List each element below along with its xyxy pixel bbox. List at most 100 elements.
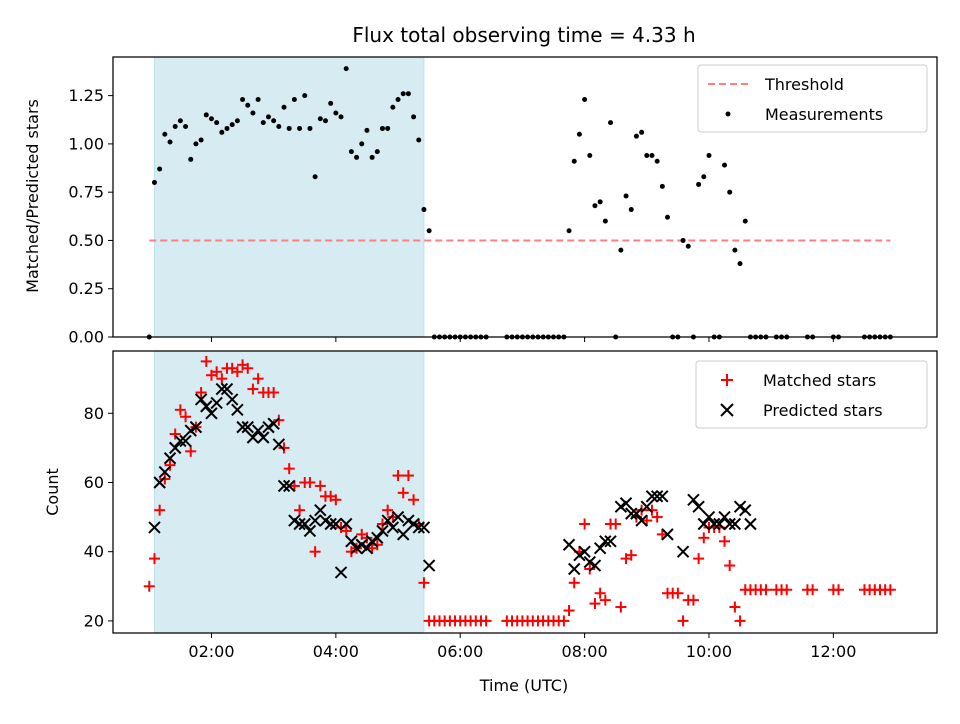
- measurement-point: [271, 118, 277, 124]
- bottom-x-tick-label: 06:00: [437, 642, 483, 661]
- bottom-y-ticks: 20 40 60 80: [84, 404, 113, 630]
- predicted-star-marker: [640, 500, 653, 513]
- predicted-star-marker: [334, 566, 348, 579]
- matched-star-marker: [641, 515, 653, 527]
- matched-star-marker: [558, 615, 570, 627]
- predicted-star-marker: [194, 393, 208, 406]
- matched-star-marker: [719, 535, 731, 547]
- predicted-star-marker: [707, 517, 721, 531]
- predicted-star-marker: [324, 517, 337, 531]
- measurement-point: [665, 214, 671, 220]
- measurement-point: [219, 129, 225, 135]
- bottom-y-tick-label: 40: [84, 542, 104, 561]
- bottom-axes-frame: [112, 350, 938, 634]
- predicted-star-marker: [619, 497, 633, 510]
- matched-star-marker: [408, 494, 420, 506]
- measurement-point: [307, 125, 313, 131]
- measurement-point: [240, 96, 246, 102]
- predicted-star-marker: [397, 528, 410, 541]
- measurement-point: [685, 243, 691, 249]
- predicted-star-marker: [739, 503, 752, 517]
- bottom-x-tick-label: 10:00: [686, 642, 732, 661]
- measurement-point: [400, 91, 406, 97]
- top-y-tick-label: 0.25: [68, 279, 104, 298]
- matched-star-marker: [568, 577, 580, 589]
- legend-predicted-swatch: [720, 403, 734, 417]
- predicted-star-marker: [340, 517, 353, 531]
- predicted-star-marker: [220, 382, 234, 396]
- predicted-star-marker: [236, 420, 249, 434]
- matched-star-marker: [169, 428, 181, 440]
- measurement-point: [390, 104, 396, 110]
- top-y-ticks: 0.00 0.25 0.50 0.75 1.00 1.25: [68, 86, 113, 347]
- matched-star-marker: [729, 601, 741, 613]
- measurement-point: [649, 152, 655, 158]
- measurement-point: [276, 124, 282, 130]
- bottom-x-tick-label: 12:00: [810, 642, 856, 661]
- bottom-y-tick-label: 20: [84, 611, 104, 630]
- matched-star-marker: [340, 525, 352, 537]
- predicted-star-marker: [630, 507, 643, 520]
- matched-star-marker: [174, 404, 186, 416]
- matched-star-marker: [314, 480, 326, 492]
- measurement-point: [369, 154, 375, 160]
- bottom-x-tick-label: 08:00: [562, 642, 608, 661]
- measurement-point: [623, 193, 629, 199]
- measurement-point: [302, 93, 308, 99]
- predicted-star-marker: [174, 434, 187, 448]
- matched-star-marker: [724, 560, 736, 572]
- predicted-star-marker: [210, 396, 223, 410]
- x-axis-label: Time (UTC): [479, 676, 568, 695]
- chart-title: Flux total observing time = 4.33 h: [352, 23, 695, 47]
- predicted-star-marker: [277, 479, 291, 493]
- predicted-star-marker: [381, 514, 394, 527]
- predicted-star-marker: [360, 542, 374, 555]
- matched-star-marker: [672, 587, 684, 599]
- measurement-point: [343, 66, 349, 72]
- matched-star-marker: [760, 584, 772, 596]
- measurement-point: [644, 152, 650, 158]
- matched-star-marker: [361, 532, 373, 544]
- matched-star-marker: [833, 584, 845, 596]
- matched-star-marker: [148, 553, 160, 565]
- matched-star-marker: [563, 605, 575, 617]
- measurement-point: [162, 131, 168, 137]
- predicted-star-markers: [148, 382, 757, 579]
- predicted-star-marker: [562, 538, 576, 551]
- measurement-point: [157, 166, 163, 172]
- measurement-point: [582, 96, 588, 102]
- measurement-point: [151, 180, 157, 186]
- predicted-star-marker: [251, 424, 265, 437]
- predicted-star-marker: [676, 545, 690, 558]
- measurement-point: [659, 183, 665, 189]
- predicted-star-marker: [231, 403, 244, 417]
- bottom-y-tick-label: 60: [84, 473, 104, 492]
- measurement-point: [608, 120, 614, 126]
- measurement-point: [348, 149, 354, 155]
- matched-star-marker: [480, 615, 492, 627]
- measurement-point: [618, 247, 624, 253]
- matched-star-marker: [382, 504, 394, 516]
- measurement-point: [193, 141, 199, 147]
- measurement-point: [737, 261, 743, 267]
- matched-star-marker: [154, 504, 166, 516]
- predicted-star-marker: [625, 507, 638, 520]
- top-x-ticks: [210, 337, 834, 342]
- top-y-tick-label: 0.75: [68, 183, 104, 202]
- predicted-star-marker: [267, 417, 280, 430]
- matched-star-marker: [268, 387, 280, 399]
- measurement-point: [234, 118, 240, 124]
- measurement-point: [416, 137, 422, 143]
- predicted-star-marker: [687, 493, 700, 506]
- measurement-point: [696, 181, 702, 187]
- matched-star-marker: [693, 553, 705, 565]
- measurement-point: [701, 174, 707, 180]
- measurement-point: [265, 114, 271, 120]
- predicted-star-marker: [578, 545, 591, 558]
- predicted-star-marker: [568, 562, 581, 576]
- top-y-tick-label: 0.50: [68, 231, 104, 250]
- matched-star-marker: [646, 504, 658, 516]
- predicted-star-marker: [599, 535, 612, 548]
